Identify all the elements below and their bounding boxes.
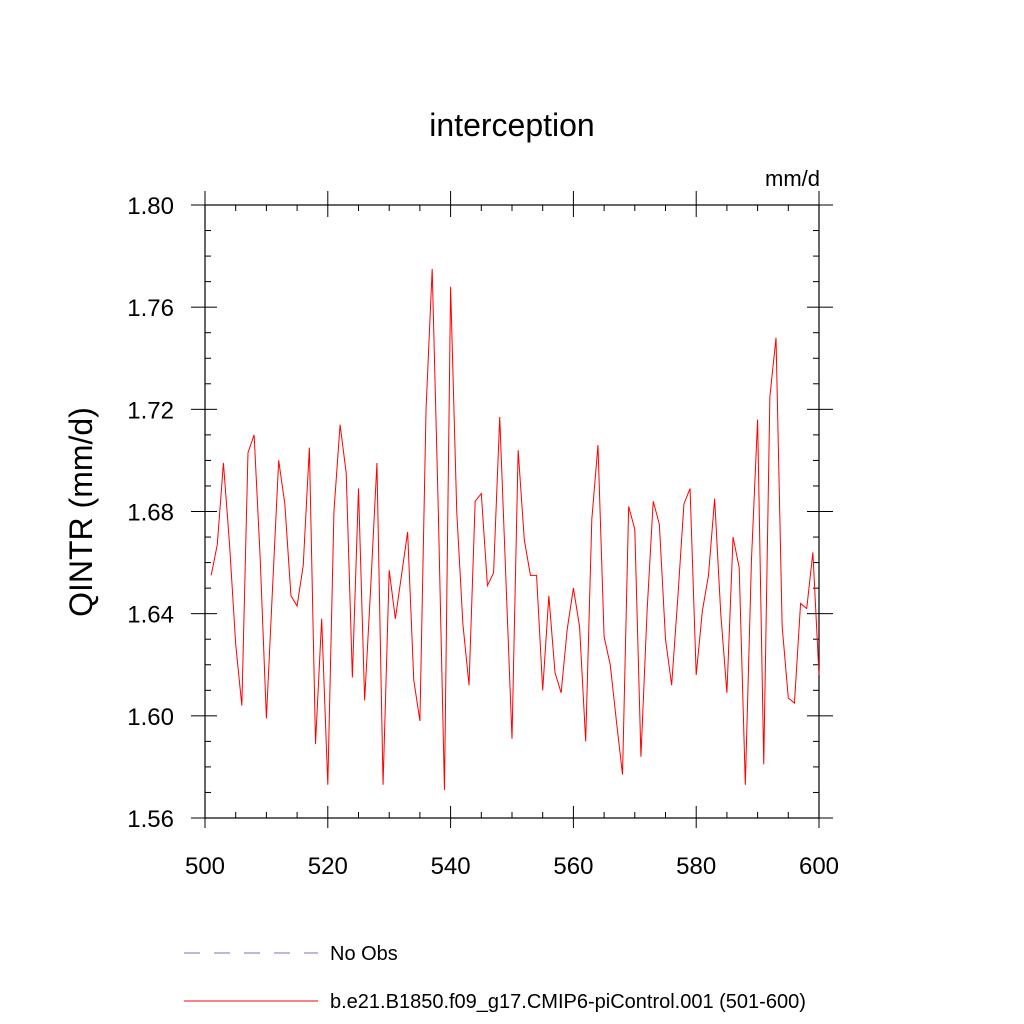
y-tick-label: 1.64 bbox=[127, 602, 174, 629]
legend-label: No Obs bbox=[330, 943, 398, 965]
series-layer bbox=[210, 268, 820, 790]
chart-title: interception bbox=[429, 107, 594, 143]
x-tick-label: 560 bbox=[553, 853, 593, 880]
y-tick-label: 1.76 bbox=[127, 295, 174, 322]
y-tick-label: 1.80 bbox=[127, 193, 174, 220]
y-tick-label: 1.68 bbox=[127, 500, 174, 527]
y-tick-label: 1.56 bbox=[127, 806, 174, 833]
x-tick-labels: 500 520 540 560 580 600 bbox=[185, 853, 839, 880]
legend: No Obs b.e21.B1850.f09_g17.CMIP6-piContro… bbox=[184, 943, 806, 1013]
series-line bbox=[210, 268, 820, 790]
units-label: mm/d bbox=[765, 166, 820, 191]
x-tick-label: 500 bbox=[185, 853, 225, 880]
x-tick-label: 540 bbox=[431, 853, 471, 880]
legend-label: b.e21.B1850.f09_g17.CMIP6-piControl.001 … bbox=[330, 991, 806, 1013]
y-tick-label: 1.72 bbox=[127, 397, 174, 424]
y-tick-labels: 1.56 1.60 1.64 1.68 1.72 1.76 1.80 bbox=[127, 193, 174, 833]
x-tick-label: 580 bbox=[676, 853, 716, 880]
tick-marks bbox=[191, 191, 833, 828]
plot-frame bbox=[204, 204, 820, 819]
y-tick-label: 1.60 bbox=[127, 704, 174, 731]
y-axis-label: QINTR (mm/d) bbox=[63, 407, 99, 617]
x-tick-label: 520 bbox=[308, 853, 348, 880]
x-tick-label: 600 bbox=[799, 853, 839, 880]
